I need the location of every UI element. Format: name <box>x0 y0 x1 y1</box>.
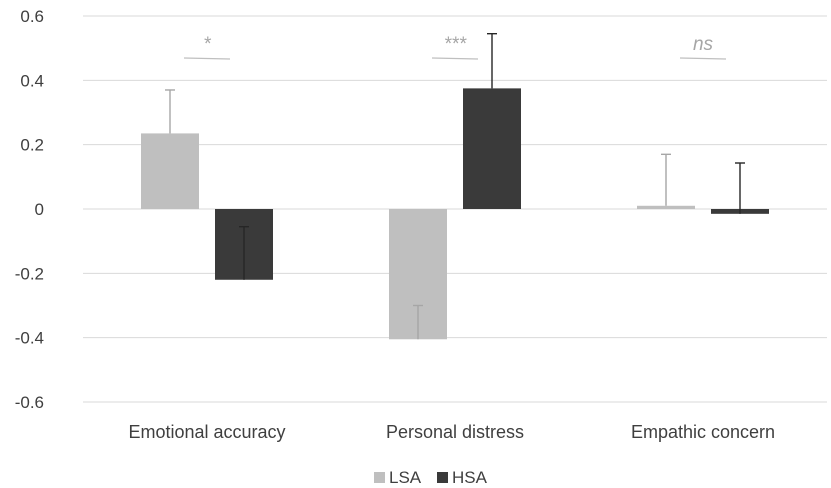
y-tick-label: 0 <box>35 200 44 219</box>
legend: LSA HSA <box>374 468 488 487</box>
significance-bracket <box>431 57 479 60</box>
significance-label: * <box>203 34 211 55</box>
x-axis-categories: Emotional accuracy Personal distress Empat… <box>128 422 775 442</box>
y-axis-ticks: -0.6 -0.4 -0.2 0 0.2 0.4 0.6 <box>15 7 44 412</box>
significance-bracket <box>679 57 727 60</box>
legend-swatch-lsa <box>374 472 385 483</box>
y-tick-label: 0.6 <box>20 7 44 26</box>
legend-label-hsa: HSA <box>452 468 488 487</box>
x-category-label: Emotional accuracy <box>128 422 285 442</box>
significance-label: *** <box>444 34 467 55</box>
error-bars <box>165 32 745 340</box>
bar-lsa-3 <box>637 205 695 209</box>
y-tick-label: -0.4 <box>15 329 44 348</box>
x-category-label: Personal distress <box>386 422 524 442</box>
bar-lsa-1 <box>141 133 199 209</box>
significance-label: ns <box>693 34 714 55</box>
y-tick-label: 0.4 <box>20 71 44 90</box>
significance-bracket <box>183 57 231 60</box>
legend-label-lsa: LSA <box>389 468 422 487</box>
legend-swatch-hsa <box>437 472 448 483</box>
significance-markers: * *** ns <box>183 34 727 60</box>
x-category-label: Empathic concern <box>631 422 775 442</box>
y-tick-label: -0.2 <box>15 264 44 283</box>
y-tick-label: -0.6 <box>15 393 44 412</box>
bar-hsa-2 <box>463 88 521 209</box>
bars <box>141 88 769 340</box>
y-tick-label: 0.2 <box>20 136 44 155</box>
gridlines <box>83 15 827 403</box>
